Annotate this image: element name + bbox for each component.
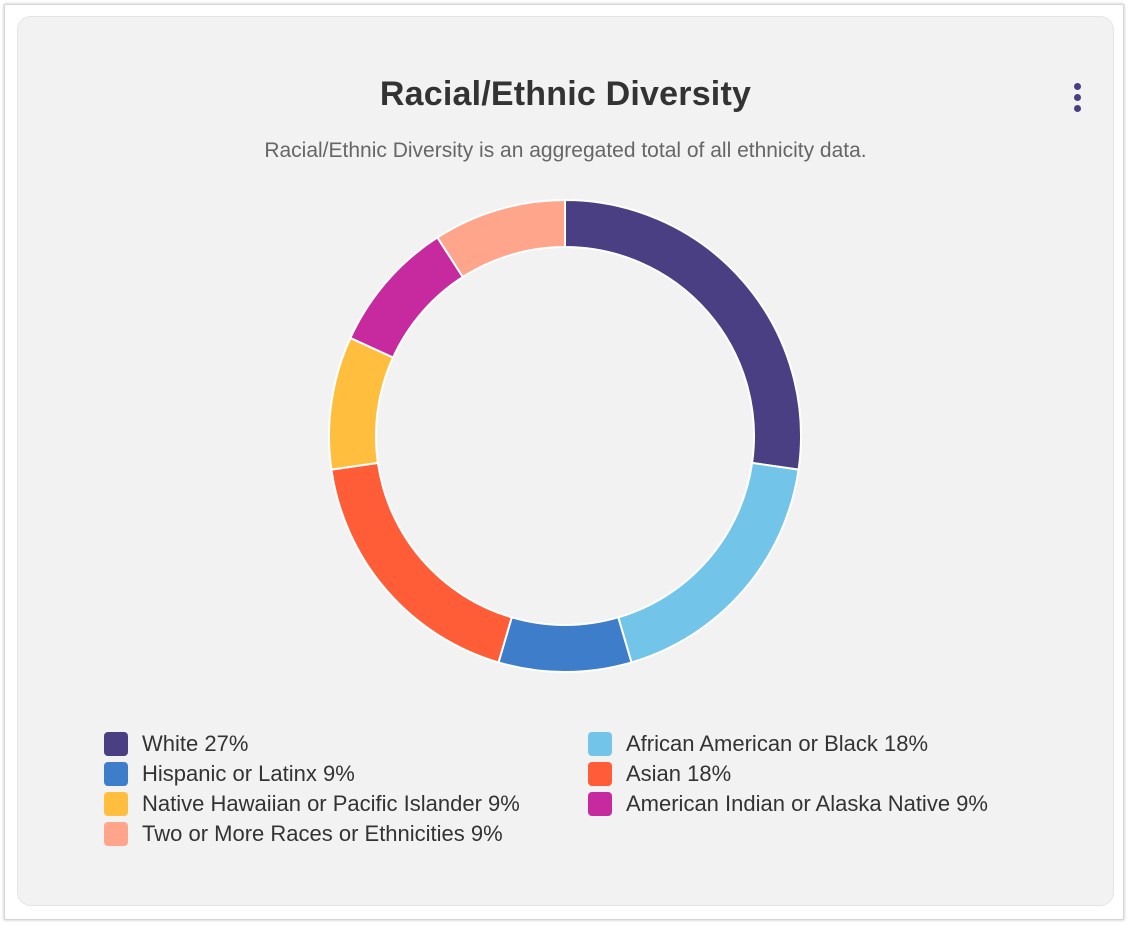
menu-dot (1074, 94, 1081, 101)
chart-title: Racial/Ethnic Diversity (379, 75, 752, 113)
legend-item[interactable]: Two or More Races or Ethnicities 9% (104, 820, 503, 848)
menu-dot (1074, 83, 1081, 90)
vertical-dots-icon[interactable] (1064, 81, 1092, 115)
donut-slice-native-hawaiian-or-pacific-islander[interactable] (328, 336, 395, 471)
legend-label: White 27% (142, 731, 249, 756)
donut-slice-african-american-or-black[interactable] (617, 461, 800, 664)
legend-swatch (588, 762, 612, 786)
legend-item[interactable]: Asian 18% (588, 760, 731, 788)
donut-slice-hispanic-or-latinx[interactable] (497, 616, 633, 673)
legend-swatch (104, 792, 128, 816)
legend-swatch (588, 732, 612, 756)
donut-slice-white[interactable] (564, 198, 802, 471)
donut-slice-asian[interactable] (330, 461, 513, 664)
legend-label: Two or More Races or Ethnicities 9% (142, 821, 503, 846)
legend-item[interactable]: Hispanic or Latinx 9% (104, 760, 355, 788)
legend-item[interactable]: American Indian or Alaska Native 9% (588, 790, 988, 818)
legend-label: Native Hawaiian or Pacific Islander 9% (142, 791, 520, 816)
legend-label: American Indian or Alaska Native 9% (626, 791, 988, 816)
legend-label: Hispanic or Latinx 9% (142, 761, 355, 786)
legend-swatch (588, 792, 612, 816)
legend-item[interactable]: White 27% (104, 730, 248, 758)
donut-slice-american-indian-or-alaska-native[interactable] (349, 236, 465, 359)
legend-item[interactable]: African American or Black 18% (588, 730, 928, 758)
chart-subtitle: Racial/Ethnic Diversity is an aggregated… (264, 139, 867, 162)
menu-dot (1074, 105, 1081, 112)
donut-slice-two-or-more-races-or-ethnicities[interactable] (436, 198, 566, 279)
chart-card: Racial/Ethnic Diversity Racial/Ethnic Di… (17, 16, 1114, 906)
legend-label: African American or Black 18% (626, 731, 929, 756)
legend-swatch (104, 732, 128, 756)
legend-swatch (104, 762, 128, 786)
legend-item[interactable]: Native Hawaiian or Pacific Islander 9% (104, 790, 520, 818)
legend-swatch (104, 822, 128, 846)
legend-label: Asian 18% (626, 761, 732, 786)
